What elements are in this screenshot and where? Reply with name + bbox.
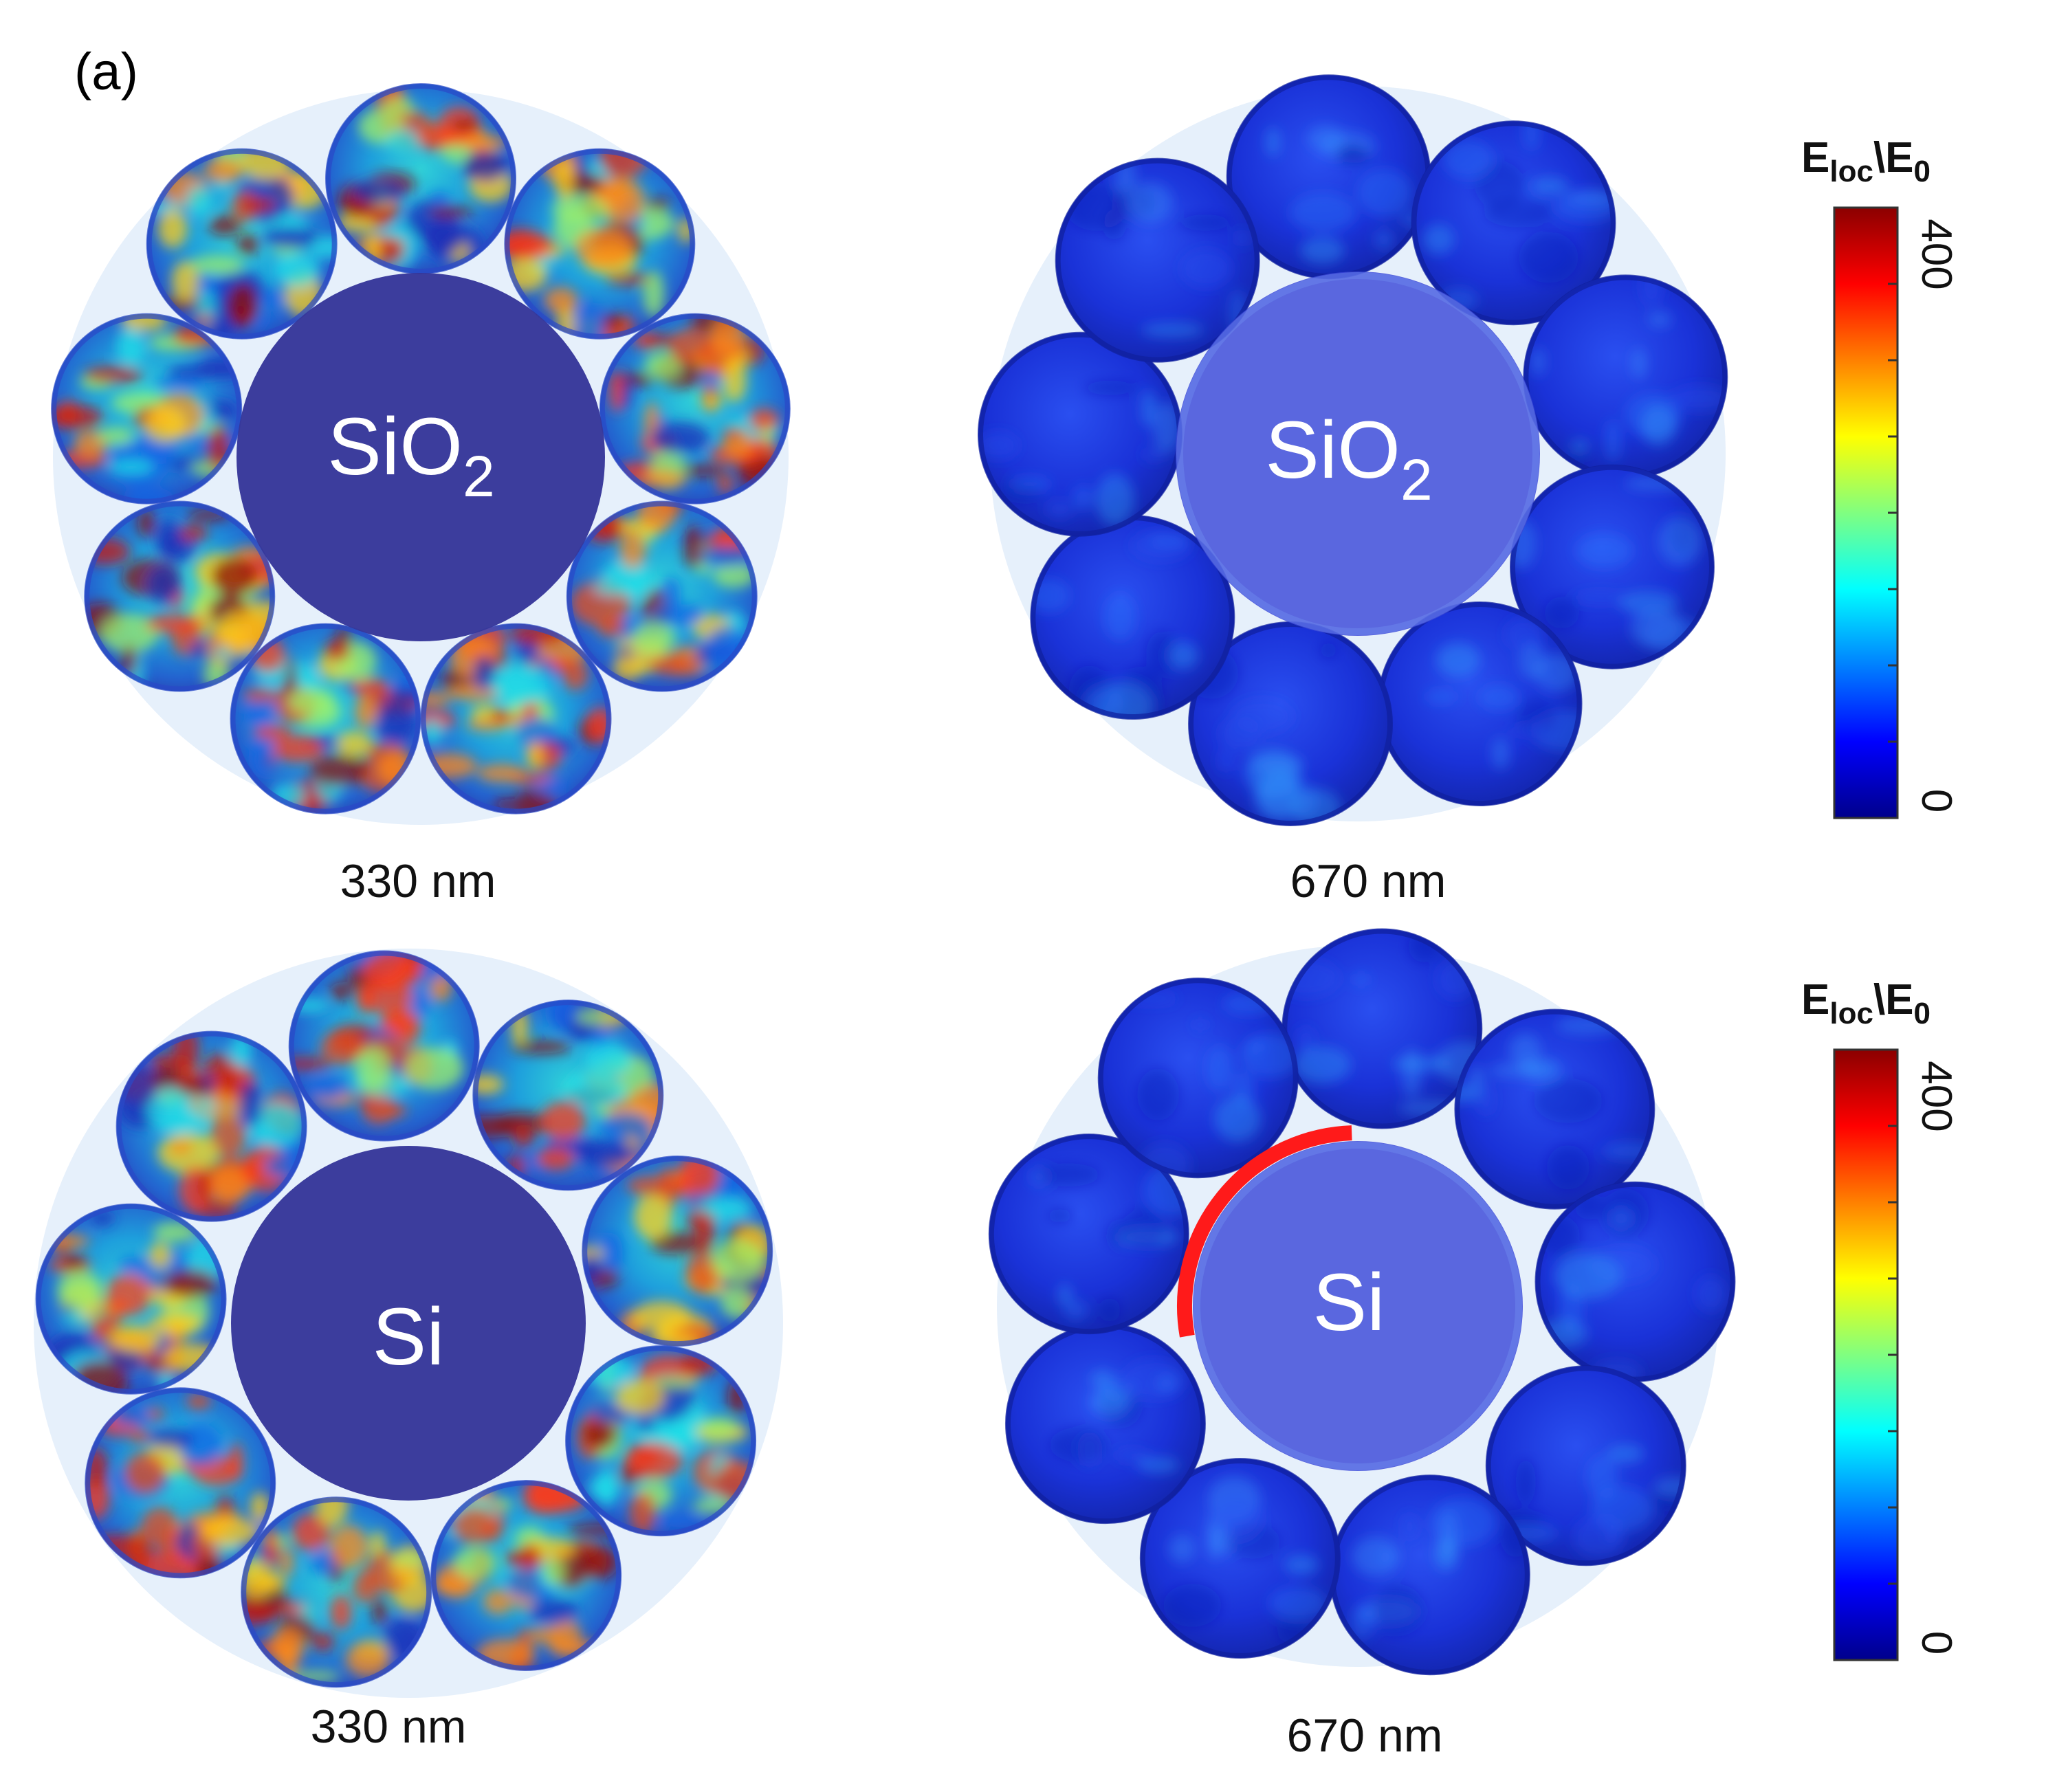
marker-arc bbox=[1177, 1125, 1352, 1338]
nanoparticle-sphere bbox=[1188, 621, 1394, 826]
nanoparticle-sphere bbox=[1004, 1323, 1206, 1525]
core-name: SiO bbox=[327, 401, 463, 492]
nanoparticle-sphere bbox=[116, 1030, 307, 1222]
core-label-sio2-top-left: SiO2 bbox=[327, 401, 494, 509]
colorbar-title-sep: \E bbox=[1873, 976, 1914, 1024]
colorbar-title-main: E bbox=[1801, 976, 1829, 1024]
core-rim bbox=[1176, 272, 1539, 635]
nanoparticle-sphere bbox=[1377, 601, 1583, 807]
core-rim bbox=[1194, 1142, 1522, 1470]
core-subscript: 2 bbox=[463, 444, 495, 509]
nanoparticle-sphere bbox=[1097, 977, 1299, 1179]
core-subscript: 2 bbox=[1400, 447, 1433, 512]
colorbar-top: Eloc\E0 400 0 bbox=[1801, 134, 1960, 819]
nanoparticle-sphere bbox=[1523, 274, 1728, 480]
nanoparticle-sphere bbox=[1139, 1458, 1341, 1659]
nanoparticle-sphere bbox=[1411, 120, 1616, 326]
colorbar-title: Eloc\E0 bbox=[1801, 134, 1930, 188]
nanoparticle-sphere bbox=[35, 1203, 227, 1395]
colorbar-title-sep: \E bbox=[1873, 134, 1914, 181]
colorbar-bottom: Eloc\E0 400 0 bbox=[1801, 976, 1960, 1661]
core-label-si-bottom-left: Si bbox=[373, 1292, 445, 1382]
wavelength-caption: 330 nm bbox=[340, 855, 496, 907]
panel-label: (a) bbox=[74, 43, 138, 101]
colorbar-bar bbox=[1833, 206, 1899, 819]
wavelength-caption: 670 nm bbox=[1290, 855, 1446, 907]
nanoparticle-sphere bbox=[288, 950, 480, 1142]
panel-si-670nm bbox=[988, 928, 1736, 1676]
nanoparticle-sphere bbox=[1226, 74, 1431, 280]
nanoparticle-sphere bbox=[565, 1345, 757, 1537]
colorbar-min-label: 0 bbox=[1913, 789, 1960, 812]
nanoparticle-sphere bbox=[325, 83, 516, 274]
nanoparticle-sphere bbox=[230, 623, 421, 815]
colorbar-title-sub: loc bbox=[1829, 155, 1873, 188]
nanoparticle-sphere bbox=[1030, 515, 1235, 720]
core-label-si-bottom-right: Si bbox=[1313, 1257, 1385, 1348]
core-particle bbox=[231, 1146, 586, 1501]
nanoparticle-sphere bbox=[566, 500, 758, 692]
wavelength-caption: 670 nm bbox=[1287, 1710, 1443, 1762]
panel-si-330nm bbox=[34, 949, 783, 1698]
wavelength-caption: 330 nm bbox=[311, 1701, 467, 1753]
colorbar-min-label: 0 bbox=[1913, 1631, 1960, 1655]
nanoparticle-sphere bbox=[977, 331, 1182, 537]
colorbar-max-label: 400 bbox=[1913, 219, 1960, 289]
colorbar-title-main: E bbox=[1801, 134, 1829, 181]
nanoparticle-sphere bbox=[84, 500, 276, 692]
nanoparticle-sphere bbox=[241, 1496, 432, 1688]
colorbar-title-sub: 0 bbox=[1914, 155, 1930, 188]
colorbar-title-sub: loc bbox=[1829, 997, 1873, 1030]
nanoparticle-sphere bbox=[504, 148, 696, 340]
colorbar-title: Eloc\E0 bbox=[1801, 976, 1930, 1030]
nanoparticle-sphere bbox=[1509, 464, 1715, 670]
panel-sio2-330nm bbox=[51, 83, 791, 825]
colorbar-ticks bbox=[1888, 283, 1898, 743]
core-particle bbox=[236, 273, 605, 641]
core-particle bbox=[1193, 1141, 1523, 1471]
nanoparticle-sphere bbox=[1329, 1474, 1530, 1676]
nanoparticle-sphere bbox=[1454, 1008, 1656, 1210]
colorbar-ticks bbox=[1888, 1125, 1898, 1585]
core-name: SiO bbox=[1265, 405, 1400, 496]
nanoparticle-sphere bbox=[472, 999, 664, 1191]
colorbar-title-sub: 0 bbox=[1914, 997, 1930, 1030]
core-particle bbox=[1176, 272, 1540, 636]
nanoparticle-sphere bbox=[420, 623, 612, 815]
colorbar-max-label: 400 bbox=[1913, 1061, 1960, 1131]
nanoparticle-sphere bbox=[1282, 928, 1483, 1129]
nanoparticle-sphere bbox=[85, 1387, 276, 1579]
core-label-sio2-top-right: SiO2 bbox=[1265, 405, 1432, 512]
panel-sio2-670nm bbox=[977, 74, 1728, 826]
nanoparticle-sphere bbox=[582, 1155, 773, 1347]
